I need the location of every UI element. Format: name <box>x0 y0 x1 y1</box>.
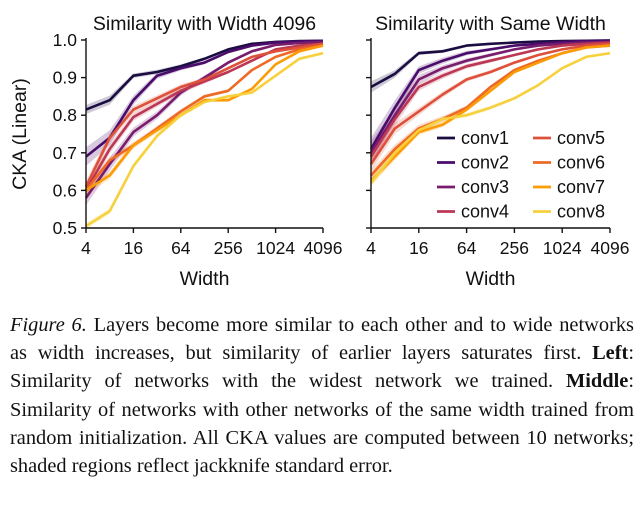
figure-caption: Figure 6. Layers become more similar to … <box>10 311 634 480</box>
panel1-ytick-label: 0.7 <box>53 143 77 163</box>
panel2-xtick-label: 256 <box>500 238 529 258</box>
panel1-ytick-label: 0.8 <box>53 105 77 125</box>
legend-label-conv5: conv5 <box>557 128 605 148</box>
panel2-title: Similarity with Same Width <box>375 13 606 35</box>
legend-label-conv6: conv6 <box>557 153 605 173</box>
caption-middle-label: Middle <box>566 370 628 392</box>
panel1-ylabel: CKA (Linear) <box>9 78 31 190</box>
panel1-ytick-label: 1.0 <box>53 30 78 50</box>
panel1-xtick-label: 4096 <box>304 238 343 258</box>
chart-legend: conv1 conv2 conv3 conv4 conv5 conv6 conv7 conv8 <box>437 128 605 222</box>
legend-label-conv4: conv4 <box>461 202 509 222</box>
panel1-xtick-label: 64 <box>171 238 191 258</box>
panel1-ytick-label: 0.9 <box>53 68 77 88</box>
legend-label-conv2: conv2 <box>461 153 509 173</box>
panel1-ytick-label: 0.5 <box>53 218 77 238</box>
panel1-xlabel: Width <box>180 268 230 290</box>
panel2-xtick-label: 16 <box>409 238 428 258</box>
caption-left-label: Left <box>592 342 628 364</box>
panel1-xtick-label: 256 <box>214 238 243 258</box>
figure-6: 0.5 0.6 0.7 0.8 0.9 1.0 4 16 64 256 1024 4096 Simila… <box>0 0 642 300</box>
panel1-xtick-label: 16 <box>124 238 143 258</box>
legend-label-conv3: conv3 <box>461 177 509 197</box>
panel2-chart: 4 16 64 256 1024 4096 Similarity with Same Wid… <box>366 13 629 290</box>
legend-label-conv8: conv8 <box>557 202 605 222</box>
figure-6-charts: 0.5 0.6 0.7 0.8 0.9 1.0 4 16 64 256 1024 4096 Simila… <box>0 0 642 300</box>
panel1-ytick-label: 0.6 <box>53 180 77 200</box>
legend-label-conv1: conv1 <box>461 128 509 148</box>
legend-label-conv7: conv7 <box>557 177 605 197</box>
caption-intro: Layers become more similar to each other… <box>10 314 634 364</box>
panel1-chart: 0.5 0.6 0.7 0.8 0.9 1.0 4 16 64 256 1024 4096 Simila… <box>9 13 342 290</box>
panel1-xtick-label: 1024 <box>256 238 295 258</box>
figure-label: Figure 6. <box>10 314 87 336</box>
panel2-xlabel: Width <box>466 268 516 290</box>
panel2-xtick-label: 64 <box>457 238 477 258</box>
panel1-xtick-label: 4 <box>81 238 91 258</box>
panel2-xtick-label: 4096 <box>591 238 630 258</box>
panel1-title: Similarity with Width 4096 <box>93 13 316 35</box>
panel2-xtick-label: 1024 <box>543 238 582 258</box>
panel2-xtick-label: 4 <box>366 238 376 258</box>
